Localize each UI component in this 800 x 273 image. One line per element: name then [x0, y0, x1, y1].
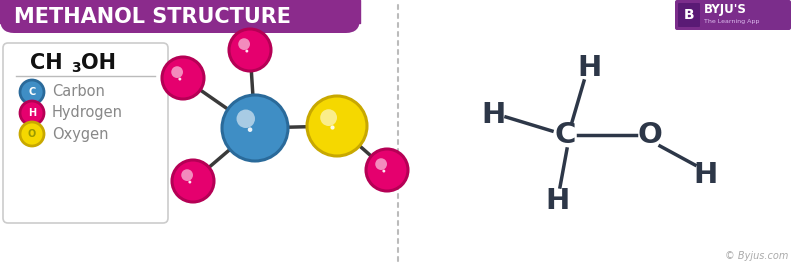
- Text: 3: 3: [71, 61, 81, 75]
- Circle shape: [238, 38, 250, 50]
- Circle shape: [307, 96, 367, 156]
- FancyBboxPatch shape: [675, 0, 791, 30]
- Text: METHANOL STRUCTURE: METHANOL STRUCTURE: [14, 7, 291, 27]
- Circle shape: [237, 109, 255, 128]
- Circle shape: [248, 127, 252, 132]
- Text: B: B: [684, 8, 694, 22]
- Circle shape: [222, 95, 288, 161]
- FancyBboxPatch shape: [3, 43, 168, 223]
- Text: Hydrogen: Hydrogen: [52, 105, 123, 120]
- Circle shape: [188, 180, 191, 183]
- Text: © Byjus.com: © Byjus.com: [725, 251, 788, 261]
- Circle shape: [246, 50, 248, 52]
- Text: O: O: [638, 121, 662, 149]
- Text: H: H: [481, 101, 505, 129]
- Circle shape: [20, 80, 44, 104]
- Circle shape: [382, 170, 386, 173]
- Text: H: H: [693, 161, 717, 189]
- Text: C: C: [554, 121, 576, 149]
- Text: BYJU'S: BYJU'S: [704, 4, 747, 16]
- Circle shape: [172, 160, 214, 202]
- Circle shape: [178, 78, 182, 81]
- Text: Carbon: Carbon: [52, 85, 105, 99]
- Circle shape: [375, 158, 387, 170]
- Circle shape: [320, 109, 337, 126]
- FancyBboxPatch shape: [0, 0, 360, 33]
- Circle shape: [20, 122, 44, 146]
- Text: OH: OH: [81, 53, 116, 73]
- Circle shape: [162, 57, 204, 99]
- Circle shape: [20, 101, 44, 125]
- Circle shape: [330, 125, 334, 130]
- Text: H: H: [546, 187, 570, 215]
- Circle shape: [229, 29, 271, 71]
- Text: H: H: [28, 108, 36, 118]
- Circle shape: [182, 169, 193, 181]
- Text: Oxygen: Oxygen: [52, 126, 109, 141]
- Circle shape: [171, 66, 183, 78]
- Text: C: C: [28, 87, 36, 97]
- Text: H: H: [578, 54, 602, 82]
- FancyBboxPatch shape: [678, 3, 700, 27]
- Text: The Learning App: The Learning App: [704, 19, 759, 23]
- Text: O: O: [28, 129, 36, 139]
- Circle shape: [366, 149, 408, 191]
- Text: CH: CH: [30, 53, 62, 73]
